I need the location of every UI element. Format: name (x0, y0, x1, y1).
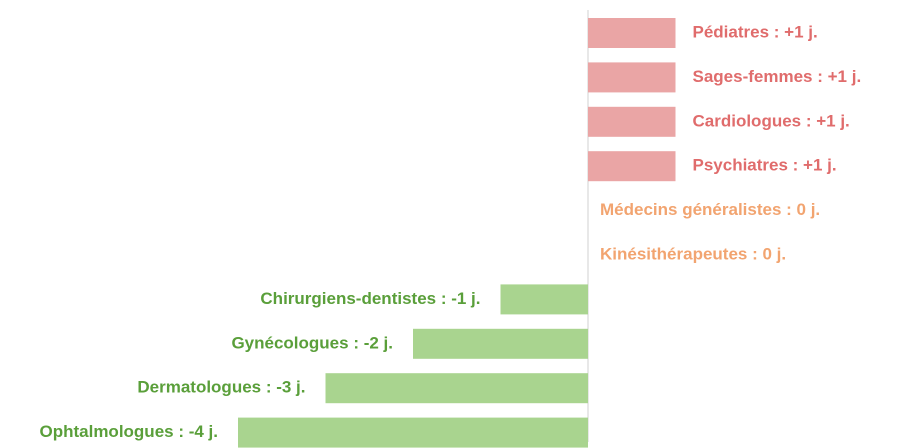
bar (325, 373, 588, 404)
bar (413, 328, 588, 359)
bar (588, 151, 676, 182)
bar-label: Chirurgiens-dentistes : -1 j. (260, 289, 480, 308)
bar-label: Médecins généralistes : 0 j. (600, 200, 820, 219)
bar-label: Kinésithérapeutes : 0 j. (600, 244, 786, 263)
bar-label: Cardiologues : +1 j. (693, 111, 850, 130)
bar (588, 62, 676, 93)
bar-label: Gynécologues : -2 j. (231, 333, 393, 352)
bar (500, 284, 588, 315)
bar (588, 18, 676, 48)
bar-label: Pédiatres : +1 j. (693, 22, 818, 41)
bar-label: Psychiatres : +1 j. (693, 156, 837, 175)
bar (238, 417, 588, 448)
bar-label: Sages-femmes : +1 j. (693, 67, 862, 86)
bar-label: Dermatologues : -3 j. (137, 378, 305, 397)
bar (588, 106, 676, 137)
bar-label: Ophtalmologues : -4 j. (39, 422, 218, 441)
